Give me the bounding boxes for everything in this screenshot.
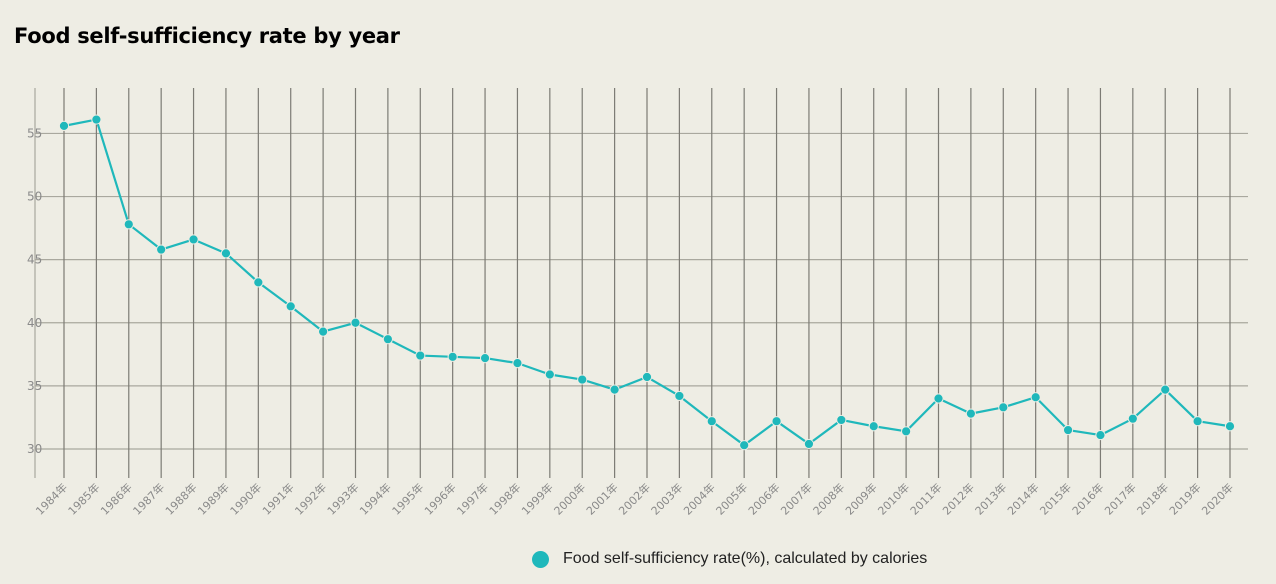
data-point	[1062, 424, 1074, 436]
x-tick-label: 2005年	[713, 480, 750, 517]
data-point	[512, 358, 523, 369]
data-point	[609, 384, 620, 395]
x-tick-label: 1997年	[454, 480, 491, 517]
x-tick-label: 1986年	[97, 480, 134, 517]
x-tick-label: 2007年	[778, 480, 815, 517]
x-tick-label: 2016年	[1069, 480, 1106, 517]
data-point	[836, 414, 847, 426]
data-point	[285, 301, 296, 312]
x-tick-label: 2004年	[680, 480, 717, 517]
data-point	[350, 317, 361, 328]
x-tick-label: 2018年	[1134, 480, 1171, 517]
x-tick-label: 2008年	[810, 480, 847, 517]
x-tick-label: 2015年	[1037, 480, 1074, 517]
data-point	[965, 408, 976, 419]
data-point	[771, 416, 782, 427]
x-tick-label: 2019年	[1166, 480, 1203, 517]
data-point	[901, 426, 912, 437]
x-tick-label: 1991年	[259, 480, 296, 517]
x-tick-label: 2014年	[1004, 480, 1041, 517]
data-point	[415, 350, 426, 361]
data-point	[479, 352, 491, 364]
data-point	[1127, 413, 1138, 424]
data-point	[253, 277, 264, 288]
x-tick-label: 2001年	[583, 480, 620, 517]
legend: Food self-sufficiency rate(%), calculate…	[532, 550, 927, 568]
x-tick-label: 2012年	[940, 480, 977, 517]
data-point	[447, 351, 458, 362]
x-tick-label: 2010年	[875, 480, 912, 517]
x-tick-label: 1985年	[65, 480, 102, 517]
x-tick-label: 1998年	[486, 480, 523, 517]
data-point	[674, 390, 685, 402]
x-tick-label: 2009年	[842, 480, 879, 517]
x-tick-label: 1994年	[357, 480, 394, 517]
x-tick-label: 2020年	[1199, 480, 1236, 517]
x-tick-label: 1990年	[227, 480, 264, 517]
data-point	[544, 369, 555, 380]
data-point	[1030, 392, 1041, 403]
data-point	[739, 440, 750, 451]
legend-label: Food self-sufficiency rate(%), calculate…	[563, 550, 928, 567]
x-tick-label: 2017年	[1101, 480, 1138, 517]
data-point	[382, 334, 393, 345]
data-point	[1192, 416, 1203, 427]
x-tick-label: 1995年	[389, 480, 426, 517]
data-point	[803, 438, 815, 450]
x-tick-label: 2006年	[745, 480, 782, 517]
x-tick-label: 2011年	[907, 480, 944, 517]
data-point	[933, 393, 944, 404]
data-point	[1160, 384, 1171, 395]
data-point	[998, 402, 1009, 413]
data-point	[868, 421, 879, 432]
data-point	[1224, 421, 1236, 432]
data-point	[156, 244, 167, 255]
chart-title: Food self-sufficiency rate by year	[14, 24, 400, 48]
x-tick-label: 1996年	[421, 480, 458, 517]
data-point	[577, 374, 588, 385]
x-tick-label: 1984年	[33, 480, 70, 517]
x-tick-label: 1992年	[292, 480, 329, 517]
x-tick-label: 2003年	[648, 480, 685, 517]
data-point	[1095, 429, 1106, 441]
data-point	[706, 416, 717, 427]
x-tick-label: 2002年	[616, 480, 653, 517]
x-tick-label: 1993年	[324, 480, 361, 517]
data-point	[318, 326, 329, 337]
x-tick-label: 1988年	[162, 480, 199, 517]
x-tick-label: 1987年	[130, 480, 167, 517]
x-tick-label: 2013年	[972, 480, 1009, 517]
data-point	[641, 371, 653, 383]
x-tick-label: 2000年	[551, 480, 588, 517]
data-point	[188, 234, 199, 245]
x-tick-label: 1989年	[195, 480, 232, 517]
data-point	[123, 219, 134, 230]
legend-marker	[532, 550, 549, 568]
data-point	[58, 120, 70, 131]
data-point	[220, 248, 232, 259]
data-point	[91, 114, 102, 125]
x-tick-label: 1999年	[518, 480, 555, 517]
